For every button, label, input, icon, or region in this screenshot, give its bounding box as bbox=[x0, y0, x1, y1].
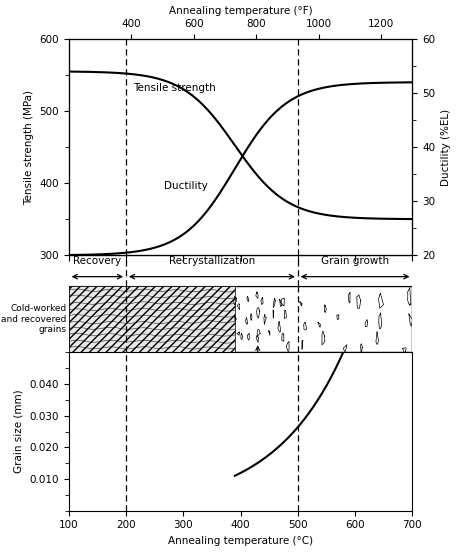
Y-axis label: Tensile strength (MPa): Tensile strength (MPa) bbox=[24, 89, 34, 205]
Y-axis label: Ductility (%EL): Ductility (%EL) bbox=[441, 109, 451, 185]
Text: Recrystallization: Recrystallization bbox=[169, 256, 255, 266]
Text: Ductility: Ductility bbox=[164, 181, 208, 191]
X-axis label: Annealing temperature (°C): Annealing temperature (°C) bbox=[168, 536, 313, 546]
Text: New grains: New grains bbox=[230, 346, 285, 391]
Bar bbox=[69, 286, 235, 352]
X-axis label: Annealing temperature (°F): Annealing temperature (°F) bbox=[169, 6, 312, 16]
Text: Cold-worked
and recovered
grains: Cold-worked and recovered grains bbox=[1, 304, 66, 334]
Text: Tensile strength: Tensile strength bbox=[133, 83, 216, 93]
Text: Recovery: Recovery bbox=[73, 256, 121, 266]
Y-axis label: Grain size (mm): Grain size (mm) bbox=[14, 390, 24, 473]
Text: Grain growth: Grain growth bbox=[321, 256, 389, 266]
